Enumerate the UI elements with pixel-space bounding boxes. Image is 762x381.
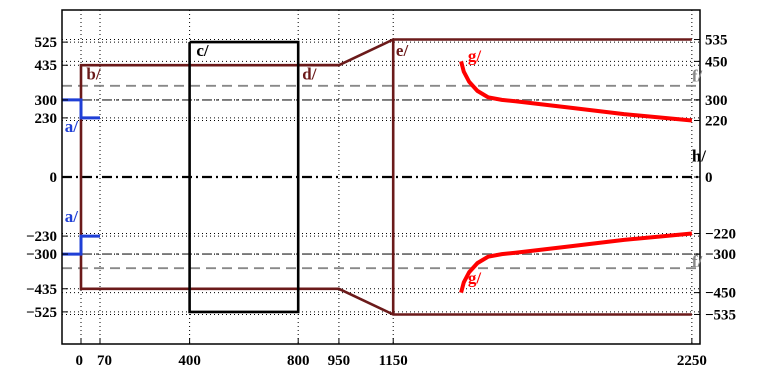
x-tick-label: 0 bbox=[76, 353, 84, 369]
y-tick-label-right: 220 bbox=[705, 113, 728, 129]
series-line-g bbox=[459, 60, 693, 123]
annotation-label: b/ bbox=[86, 64, 100, 83]
x-tick-label: 800 bbox=[287, 353, 310, 369]
y-tick-label-right: 535 bbox=[705, 33, 728, 49]
y-tick-label-right: 300 bbox=[705, 93, 728, 109]
x-tick-label: 70 bbox=[97, 353, 112, 369]
series-line-b-neg bbox=[79, 177, 692, 316]
annotation-label: a/ bbox=[65, 207, 79, 226]
y-tick-label-left: −230 bbox=[26, 229, 57, 245]
annotation-label: f/ bbox=[692, 66, 703, 85]
x-tick-label: 2250 bbox=[677, 353, 707, 369]
annotation-label: e/ bbox=[396, 41, 409, 60]
y-tick-label-left: 0 bbox=[50, 170, 58, 186]
y-tick-label-right: 450 bbox=[705, 54, 728, 70]
series-line-a-neg bbox=[62, 234, 100, 256]
y-tick-label-left: −300 bbox=[26, 247, 57, 263]
x-tick-label: 1150 bbox=[379, 353, 408, 369]
annotation-label: g/ bbox=[468, 269, 482, 288]
annotation-label: g/ bbox=[468, 46, 482, 65]
annotation-label: d/ bbox=[302, 64, 316, 83]
annotation-label: f/ bbox=[692, 252, 703, 271]
y-tick-label-right: −450 bbox=[705, 286, 736, 302]
series-line-g-neg bbox=[459, 231, 693, 294]
y-tick-label-left: −435 bbox=[26, 282, 57, 298]
y-tick-label-left: −525 bbox=[26, 305, 57, 321]
annotation-label: c/ bbox=[196, 41, 209, 60]
annotation-label: h/ bbox=[692, 147, 706, 166]
y-tick-label-left: 300 bbox=[35, 93, 58, 109]
x-tick-label: 400 bbox=[178, 353, 201, 369]
y-tick-label-left: 435 bbox=[35, 58, 58, 74]
y-tick-label-left: 525 bbox=[35, 35, 58, 51]
series-line-b bbox=[79, 38, 692, 177]
y-tick-label-right: −220 bbox=[705, 227, 736, 243]
y-tick-label-right: −535 bbox=[705, 307, 736, 323]
series-line-a bbox=[62, 98, 100, 120]
series-line-c bbox=[188, 40, 300, 314]
x-tick-label: 950 bbox=[328, 353, 351, 369]
annotation-label: a/ bbox=[65, 117, 79, 136]
y-tick-label-right: −300 bbox=[705, 247, 736, 263]
y-tick-label-left: 230 bbox=[35, 111, 58, 127]
y-tick-label-right: 0 bbox=[705, 170, 713, 186]
